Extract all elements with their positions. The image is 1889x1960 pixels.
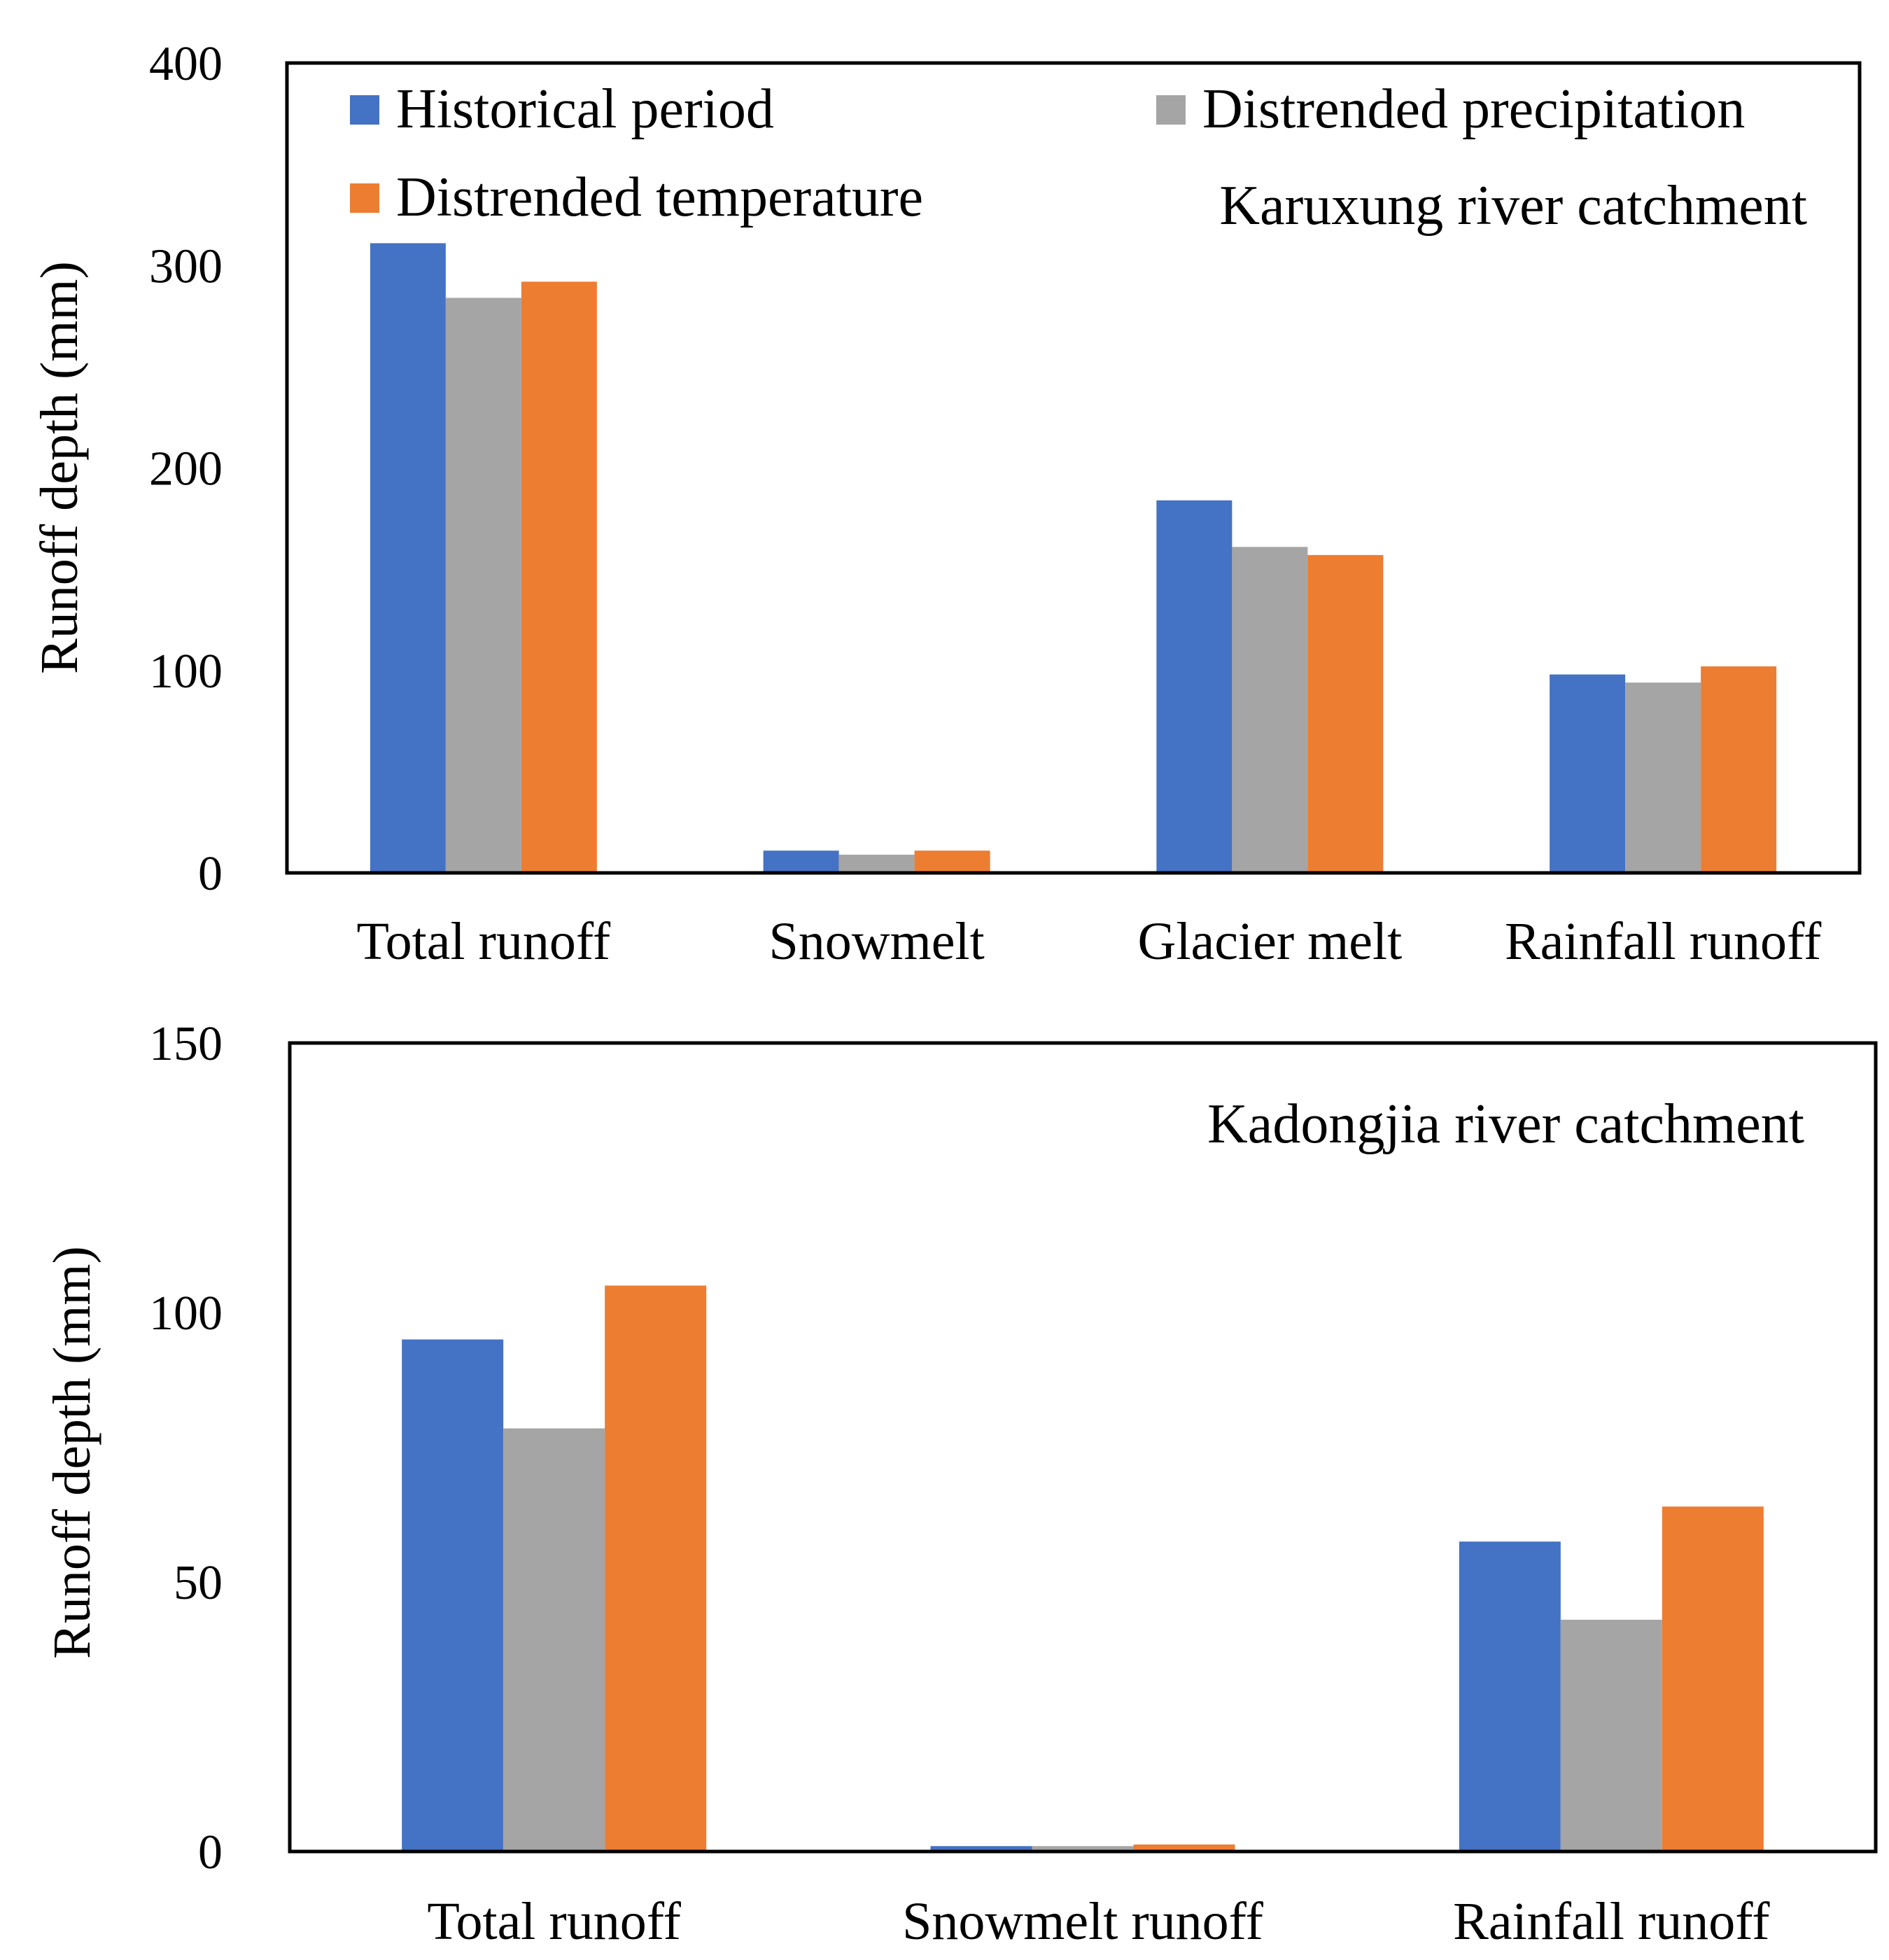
catchment-annotation: Karuxung river catchment [1219, 175, 1807, 237]
bars [402, 1285, 1764, 1851]
y-tick-400: 400 [149, 37, 223, 91]
legend-label-precipitation: Distrended precipitation [1202, 78, 1745, 140]
y-tick-300: 300 [149, 239, 223, 293]
bar-glacier-melt-distrended-temperature [1307, 554, 1384, 873]
catchment-annotation: Kadongjia river catchment [1207, 1093, 1804, 1155]
y-tick-0: 0 [198, 847, 223, 901]
x-label-rainfall-runoff: Rainfall runoff [1453, 1892, 1770, 1951]
legend-swatch-precipitation [1156, 95, 1186, 125]
bar-total-runoff-distrended-precipitation [445, 298, 521, 873]
y-axis-title: Runoff depth (mm) [30, 261, 89, 674]
y-tick-labels: 0 50 100 150 [149, 1017, 223, 1879]
bars [370, 243, 1777, 873]
bar-snowmelt-historical-period [763, 850, 839, 873]
y-tick-150: 150 [149, 1017, 223, 1071]
y-tick-50: 50 [174, 1556, 223, 1610]
bar-rainfall-runoff-distrended-precipitation [1625, 682, 1701, 873]
x-label-total-runoff: Total runoff [357, 912, 611, 971]
y-tick-100: 100 [149, 1287, 223, 1340]
chart-kadongjia: 0 50 100 150 Total runoff Snowmelt runoff Rai… [43, 1017, 1878, 1951]
bar-snowmelt-runoff-distrended-temperature [1133, 1844, 1235, 1851]
y-tick-0: 0 [198, 1826, 223, 1879]
bar-total-runoff-distrended-temperature [521, 281, 597, 873]
x-category-labels: Total runoff Snowmelt runoff Rainfall runo… [427, 1892, 1770, 1951]
y-tick-labels: 0 100 200 300 400 [149, 37, 223, 901]
y-tick-100: 100 [149, 645, 223, 699]
x-label-total-runoff: Total runoff [427, 1892, 681, 1951]
legend-label-temperature: Distrended temperature [396, 167, 923, 228]
bar-snowmelt-runoff-distrended-precipitation [1032, 1846, 1134, 1851]
legend-swatch-historical [350, 95, 379, 125]
bar-rainfall-runoff-distrended-precipitation [1560, 1619, 1662, 1851]
plot-frame [288, 1041, 1878, 1854]
bar-glacier-melt-historical-period [1156, 500, 1233, 873]
bar-total-runoff-historical-period [402, 1339, 504, 1851]
bar-glacier-melt-distrended-precipitation [1232, 547, 1308, 873]
legend: Historical period Distrended precipitati… [350, 78, 1745, 228]
x-label-rainfall-runoff: Rainfall runoff [1505, 912, 1822, 971]
x-label-glacier-melt: Glacier melt [1138, 912, 1403, 971]
y-tick-200: 200 [149, 442, 223, 496]
bar-rainfall-runoff-historical-period [1459, 1541, 1561, 1851]
x-label-snowmelt: Snowmelt [769, 912, 985, 971]
bar-rainfall-runoff-distrended-temperature [1662, 1506, 1764, 1851]
x-label-snowmelt-runoff: Snowmelt runoff [902, 1892, 1263, 1951]
bar-rainfall-runoff-historical-period [1550, 674, 1626, 873]
legend-item-temperature: Distrended temperature [350, 167, 923, 228]
bar-rainfall-runoff-distrended-temperature [1701, 666, 1777, 873]
bar-total-runoff-distrended-precipitation [503, 1428, 605, 1851]
y-axis-title: Runoff depth (mm) [43, 1246, 101, 1659]
legend-label-historical: Historical period [396, 78, 774, 140]
legend-item-precipitation: Distrended precipitation [1156, 78, 1745, 140]
bar-snowmelt-runoff-historical-period [930, 1846, 1032, 1851]
bar-total-runoff-distrended-temperature [605, 1285, 707, 1851]
bar-snowmelt-distrended-temperature [914, 850, 990, 873]
bar-snowmelt-distrended-precipitation [838, 854, 915, 873]
chart-karuxung: 0 100 200 300 400 Total runoff Snowmelt Glacie… [30, 37, 1862, 971]
bar-total-runoff-historical-period [370, 243, 446, 873]
legend-item-historical: Historical period [350, 78, 774, 140]
plot-frame [285, 61, 1862, 875]
x-category-labels: Total runoff Snowmelt Glacier melt Rainfall… [357, 912, 1822, 971]
legend-swatch-temperature [350, 183, 379, 213]
